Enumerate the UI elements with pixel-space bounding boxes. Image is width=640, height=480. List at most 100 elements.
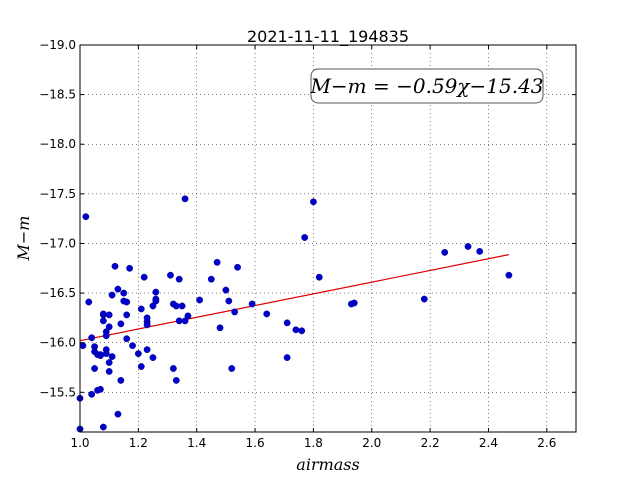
data-point <box>99 310 107 318</box>
data-point <box>120 289 128 297</box>
data-point <box>172 376 180 384</box>
y-tick-label: −19.0 <box>39 38 76 52</box>
data-point <box>97 351 104 358</box>
y-tick-label: −15.5 <box>39 385 76 399</box>
plot-frame <box>79 44 577 433</box>
y-axis-label: M−m <box>14 216 33 262</box>
data-point <box>476 247 484 255</box>
data-point <box>105 359 113 366</box>
data-point <box>350 299 358 307</box>
data-point <box>213 258 221 266</box>
fit-equation-box: M−m = −0.59χ−15.43 <box>309 68 544 104</box>
x-tick-label: 1.0 <box>70 436 89 450</box>
data-point <box>102 350 110 358</box>
data-point <box>184 312 192 320</box>
fit-line <box>79 254 510 342</box>
data-point <box>114 410 122 418</box>
data-point <box>123 311 131 319</box>
data-point <box>441 248 449 256</box>
data-point <box>231 308 239 316</box>
data-point <box>88 390 96 398</box>
data-point <box>126 264 134 272</box>
data-point <box>283 354 291 361</box>
data-point <box>283 319 291 327</box>
y-tick-label: −16.5 <box>39 286 76 300</box>
data-point <box>234 263 241 271</box>
data-point <box>175 275 183 283</box>
fit-equation-text: M−m = −0.59χ−15.43 <box>309 74 543 98</box>
data-point <box>97 385 104 393</box>
data-point <box>105 323 113 331</box>
data-point <box>137 363 145 370</box>
fit-equation-frame <box>310 68 544 104</box>
data-point <box>152 297 160 305</box>
y-tick-label: −16.0 <box>39 336 76 350</box>
data-point <box>298 327 306 335</box>
data-point <box>117 376 125 384</box>
data-point <box>123 298 131 306</box>
data-point <box>140 273 148 281</box>
data-point <box>149 354 157 361</box>
x-tick-label: 2.6 <box>537 436 556 450</box>
data-point <box>301 234 309 241</box>
data-point <box>149 302 157 310</box>
data-point <box>117 320 125 328</box>
y-tick-label: −18.5 <box>39 88 76 102</box>
data-point <box>292 326 300 334</box>
x-tick-label: 2.4 <box>479 436 498 450</box>
data-point <box>82 213 90 221</box>
x-tick-label: 1.4 <box>187 436 206 450</box>
data-point <box>167 271 174 279</box>
data-point <box>505 271 513 279</box>
data-point <box>91 365 98 372</box>
data-point <box>207 275 215 283</box>
x-tick-label: 2.2 <box>421 436 440 450</box>
fit-line-layer <box>79 254 510 342</box>
y-tick-label: −17.5 <box>39 187 76 201</box>
data-point <box>222 286 230 294</box>
chart-title: 2021-11-11_194835 <box>247 27 409 47</box>
data-point <box>88 334 96 342</box>
grid-lines <box>80 45 576 432</box>
axis-ticks: 1.0 1.2 1.4 1.6 1.8 2.0 2.2 2.4 2.6 −15.5 −16.0 −16… <box>39 38 576 450</box>
y-tick-label: −17.0 <box>39 236 76 250</box>
data-point <box>143 321 151 329</box>
data-point <box>143 346 151 354</box>
data-point <box>464 243 472 250</box>
data-point <box>152 288 160 296</box>
data-point <box>248 300 256 308</box>
data-point <box>114 285 122 293</box>
data-point <box>181 195 189 203</box>
x-tick-label: 2.0 <box>362 436 381 450</box>
data-point <box>315 273 323 281</box>
data-points <box>76 195 513 433</box>
data-point <box>134 350 142 358</box>
data-point <box>310 198 317 206</box>
data-point <box>420 295 428 303</box>
data-point <box>108 353 116 360</box>
data-point <box>172 302 180 310</box>
data-point <box>79 342 87 350</box>
data-point <box>225 297 233 305</box>
x-tick-label: 1.6 <box>246 436 265 450</box>
data-point <box>108 291 116 299</box>
data-point <box>85 298 93 306</box>
data-point <box>169 365 177 372</box>
data-point <box>196 296 204 304</box>
data-point <box>181 317 189 325</box>
data-point <box>178 302 186 310</box>
data-point <box>263 310 271 318</box>
data-point <box>111 262 119 270</box>
data-point <box>99 317 107 325</box>
data-point <box>228 365 236 372</box>
x-axis-label: airmass <box>296 455 359 474</box>
data-point <box>216 324 224 332</box>
x-tick-label: 1.8 <box>304 436 323 450</box>
data-point <box>143 314 151 322</box>
data-point <box>105 368 113 375</box>
data-point <box>105 311 113 319</box>
data-point <box>123 335 131 343</box>
data-point <box>102 332 110 340</box>
